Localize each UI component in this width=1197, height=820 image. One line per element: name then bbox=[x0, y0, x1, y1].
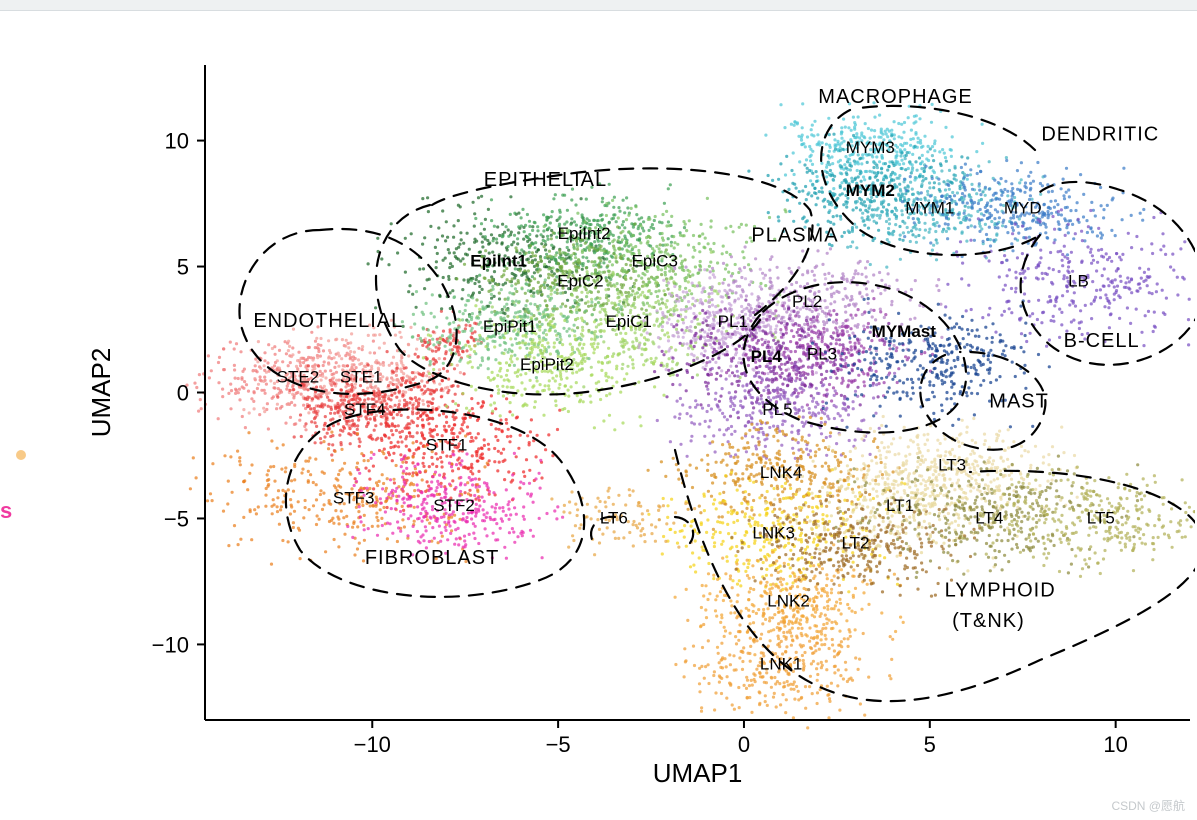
cluster-label-LT3: LT3 bbox=[938, 456, 966, 475]
viewer-top-bar: Drag image to reposition. Double click t… bbox=[0, 0, 1197, 11]
stray-dot bbox=[16, 450, 26, 460]
region-label: B-CELL bbox=[1064, 330, 1140, 352]
x-tick-label: 5 bbox=[924, 732, 936, 757]
y-tick-label: 5 bbox=[177, 255, 189, 280]
cluster-label-EpiC3: EpiC3 bbox=[632, 252, 678, 271]
watermark: CSDN @愿航 bbox=[1111, 797, 1185, 814]
cluster-label-STF2: STF2 bbox=[433, 496, 475, 515]
cluster-label-MYM2: MYM2 bbox=[846, 181, 895, 200]
x-axis-title: UMAP1 bbox=[653, 758, 743, 788]
cluster-label-PL1: PL1 bbox=[718, 312, 748, 331]
region-label: MACROPHAGE bbox=[818, 86, 972, 108]
cluster-label-STF3: STF3 bbox=[333, 488, 375, 507]
umap-plot-svg: −10 −5 0 5 10 −10 −5 0 5 10 UMAP1 UMAP2 MACROPHAGE DE… bbox=[40, 20, 1195, 820]
x-tick-label: −5 bbox=[546, 732, 571, 757]
cluster-label-PL3: PL3 bbox=[807, 345, 837, 364]
cluster-label-PL2: PL2 bbox=[792, 292, 822, 311]
cluster-label-LT6: LT6 bbox=[600, 508, 628, 527]
cluster-label-PL4: PL4 bbox=[751, 347, 783, 366]
cluster-label-LNK2: LNK2 bbox=[767, 592, 810, 611]
cluster-label-LNK3: LNK3 bbox=[752, 524, 795, 543]
cluster-label-LNK4: LNK4 bbox=[760, 463, 803, 482]
y-tick-label: 10 bbox=[165, 129, 189, 154]
cluster-label-LT5: LT5 bbox=[1087, 508, 1115, 527]
cluster-label-STF1: STF1 bbox=[426, 435, 468, 454]
umap-plot: −10 −5 0 5 10 −10 −5 0 5 10 UMAP1 UMAP2 MACROPHAGE DE… bbox=[40, 20, 1195, 820]
cluster-label-EpiPit2: EpiPit2 bbox=[520, 355, 574, 374]
region-label: EPITHELIAL bbox=[484, 169, 607, 191]
cluster-label-LB: LB bbox=[1068, 272, 1089, 291]
cluster-label-MYM1: MYM1 bbox=[905, 199, 954, 218]
region-label: LYMPHOID bbox=[945, 580, 1056, 602]
cluster-label-STE2: STE2 bbox=[277, 367, 320, 386]
cluster-label-LT1: LT1 bbox=[886, 496, 914, 515]
cluster-label-EpiPit1: EpiPit1 bbox=[483, 317, 537, 336]
stray-text-s: s bbox=[0, 498, 12, 524]
y-axis-title: UMAP2 bbox=[86, 348, 116, 438]
cluster-label-EpiC2: EpiC2 bbox=[557, 272, 603, 291]
cluster-label-PL5: PL5 bbox=[762, 400, 792, 419]
cluster-label-LT2: LT2 bbox=[841, 534, 869, 553]
cluster-label-LT4: LT4 bbox=[975, 508, 1003, 527]
cluster-label-MYMast: MYMast bbox=[872, 322, 937, 341]
cluster-label-STF4: STF4 bbox=[344, 400, 386, 419]
region-label: FIBROBLAST bbox=[365, 547, 499, 569]
scatter-points bbox=[185, 101, 1195, 729]
y-tick-label: −5 bbox=[164, 506, 189, 531]
cluster-label-STE1: STE1 bbox=[340, 367, 383, 386]
region-label: MAST bbox=[989, 391, 1049, 413]
region-label: ENDOTHELIAL bbox=[253, 310, 403, 332]
y-tick-label: 0 bbox=[177, 381, 189, 406]
region-label: PLASMA bbox=[751, 224, 838, 246]
cluster-label-EpiC1: EpiC1 bbox=[606, 312, 652, 331]
cluster-label-EpiInt1: EpiInt1 bbox=[470, 252, 527, 271]
cluster-label-MYM3: MYM3 bbox=[846, 138, 895, 157]
cluster-label-MYD: MYD bbox=[1004, 199, 1042, 218]
x-tick-label: 0 bbox=[738, 732, 750, 757]
region-label: DENDRITIC bbox=[1041, 124, 1159, 146]
region-label: (T&NK) bbox=[952, 610, 1025, 632]
x-tick-label: −10 bbox=[354, 732, 391, 757]
cluster-label-EpiInt2: EpiInt2 bbox=[558, 224, 611, 243]
y-tick-label: −10 bbox=[152, 632, 189, 657]
x-tick-label: 10 bbox=[1103, 732, 1127, 757]
cluster-label-LNK1: LNK1 bbox=[760, 655, 803, 674]
